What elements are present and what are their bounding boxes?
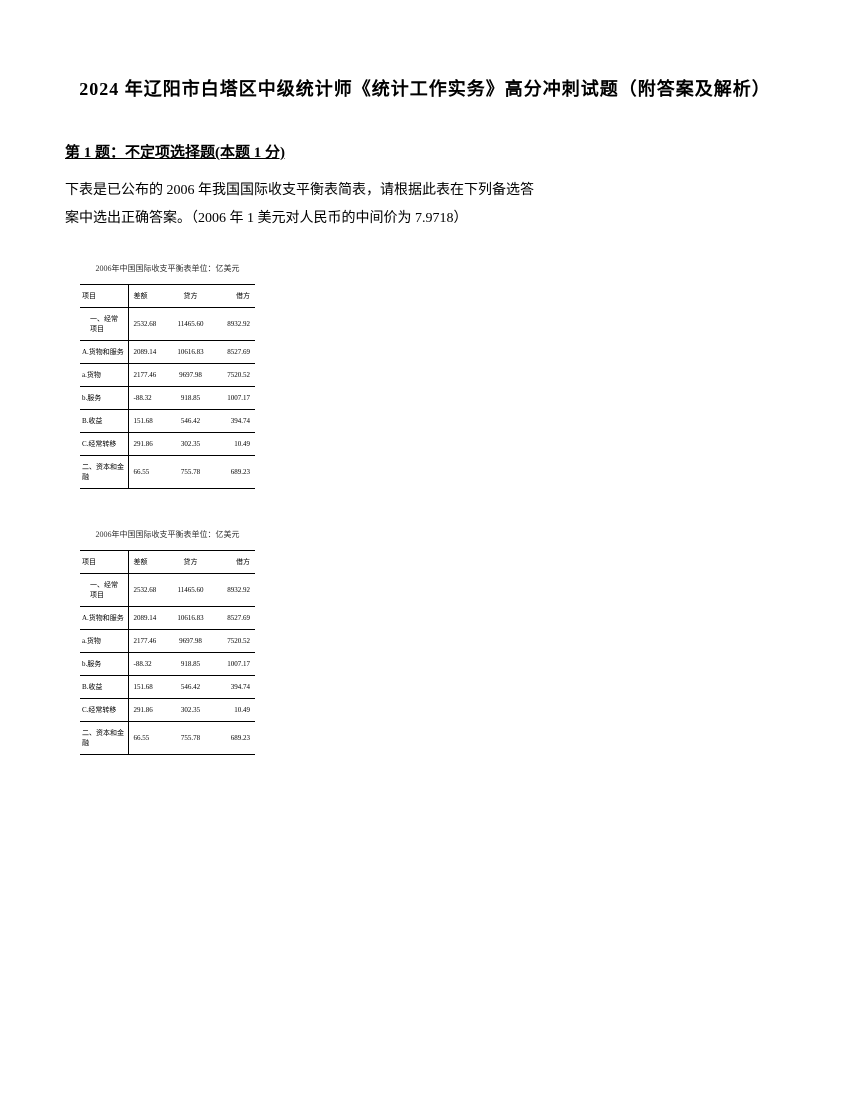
cell: 7520.52 <box>213 364 255 387</box>
cell: b.服务 <box>80 653 128 676</box>
header-cell: 差额 <box>128 551 168 574</box>
cell: 9697.98 <box>168 630 213 653</box>
table-caption-1: 2006年中国国际收支平衡表单位：亿美元 <box>80 263 255 274</box>
cell: 2089.14 <box>128 341 168 364</box>
cell: -88.32 <box>128 387 168 410</box>
header-cell: 贷方 <box>168 551 213 574</box>
cell: 10616.83 <box>168 341 213 364</box>
table-row: A.货物和服务 2089.14 10616.83 8527.69 <box>80 341 255 364</box>
cell: 一、经常项目 <box>80 308 128 341</box>
cell: 1007.17 <box>213 387 255 410</box>
table-header-row: 项目 差额 贷方 借方 <box>80 285 255 308</box>
cell: 9697.98 <box>168 364 213 387</box>
table-row: 一、经常项目 2532.68 11465.60 8932.92 <box>80 574 255 607</box>
balance-table-1: 2006年中国国际收支平衡表单位：亿美元 项目 差额 贷方 借方 一、经常项目 … <box>80 263 785 489</box>
cell: 291.86 <box>128 433 168 456</box>
cell: a.货物 <box>80 630 128 653</box>
table-row: B.收益 151.68 546.42 394.74 <box>80 410 255 433</box>
table-row: 一、经常项目 2532.68 11465.60 8932.92 <box>80 308 255 341</box>
cell: 8932.92 <box>213 308 255 341</box>
cell: 918.85 <box>168 387 213 410</box>
cell: 1007.17 <box>213 653 255 676</box>
cell: 66.55 <box>128 456 168 489</box>
cell: 151.68 <box>128 676 168 699</box>
table-row: B.收益 151.68 546.42 394.74 <box>80 676 255 699</box>
cell: 二、资本和金融 <box>80 722 128 755</box>
cell: 10.49 <box>213 699 255 722</box>
cell: 546.42 <box>168 410 213 433</box>
cell: 302.35 <box>168 699 213 722</box>
cell: C.经常转移 <box>80 433 128 456</box>
cell: 8527.69 <box>213 341 255 364</box>
cell: 151.68 <box>128 410 168 433</box>
cell: 2532.68 <box>128 574 168 607</box>
table-row: a.货物 2177.46 9697.98 7520.52 <box>80 364 255 387</box>
table-header-row: 项目 差额 贷方 借方 <box>80 551 255 574</box>
cell: 918.85 <box>168 653 213 676</box>
header-cell: 借方 <box>213 285 255 308</box>
cell: 689.23 <box>213 722 255 755</box>
cell: 2177.46 <box>128 630 168 653</box>
question-type: 不定项选择题(本题 1 分) <box>125 145 285 161</box>
cell: 291.86 <box>128 699 168 722</box>
table-row: a.货物 2177.46 9697.98 7520.52 <box>80 630 255 653</box>
cell: 394.74 <box>213 410 255 433</box>
cell: 302.35 <box>168 433 213 456</box>
question-line-1: 下表是已公布的 2006 年我国国际收支平衡表简表，请根据此表在下列备选答 <box>65 177 785 205</box>
question-line-2: 案中选出正确答案。（2006 年 1 美元对人民币的中间价为 7.9718） <box>65 205 785 233</box>
cell: B.收益 <box>80 676 128 699</box>
balance-table-rows-1: 项目 差额 贷方 借方 一、经常项目 2532.68 11465.60 8932… <box>80 284 255 489</box>
table-caption-2: 2006年中国国际收支平衡表单位：亿美元 <box>80 529 255 540</box>
cell: A.货物和服务 <box>80 607 128 630</box>
cell: 11465.60 <box>168 308 213 341</box>
cell: 7520.52 <box>213 630 255 653</box>
cell: 2532.68 <box>128 308 168 341</box>
cell: A.货物和服务 <box>80 341 128 364</box>
question-header: 第 1 题：不定项选择题(本题 1 分) <box>65 141 785 162</box>
cell: 一、经常项目 <box>80 574 128 607</box>
cell: 二、资本和金融 <box>80 456 128 489</box>
header-cell: 差额 <box>128 285 168 308</box>
cell: 394.74 <box>213 676 255 699</box>
cell: 8932.92 <box>213 574 255 607</box>
table-row: C.经常转移 291.86 302.35 10.49 <box>80 433 255 456</box>
cell: a.货物 <box>80 364 128 387</box>
cell: 66.55 <box>128 722 168 755</box>
header-cell: 项目 <box>80 551 128 574</box>
balance-table-rows-2: 项目 差额 贷方 借方 一、经常项目 2532.68 11465.60 8932… <box>80 550 255 755</box>
header-cell: 借方 <box>213 551 255 574</box>
cell: 755.78 <box>168 456 213 489</box>
header-cell: 贷方 <box>168 285 213 308</box>
table-row: b.服务 -88.32 918.85 1007.17 <box>80 653 255 676</box>
cell: C.经常转移 <box>80 699 128 722</box>
cell: 546.42 <box>168 676 213 699</box>
cell: 11465.60 <box>168 574 213 607</box>
table-row: A.货物和服务 2089.14 10616.83 8527.69 <box>80 607 255 630</box>
cell: 755.78 <box>168 722 213 755</box>
cell: 10.49 <box>213 433 255 456</box>
cell: B.收益 <box>80 410 128 433</box>
header-cell: 项目 <box>80 285 128 308</box>
table-row: b.服务 -88.32 918.85 1007.17 <box>80 387 255 410</box>
table-row: 二、资本和金融 66.55 755.78 689.23 <box>80 456 255 489</box>
cell: 2089.14 <box>128 607 168 630</box>
cell: 2177.46 <box>128 364 168 387</box>
cell: 8527.69 <box>213 607 255 630</box>
table-row: 二、资本和金融 66.55 755.78 689.23 <box>80 722 255 755</box>
question-body: 下表是已公布的 2006 年我国国际收支平衡表简表，请根据此表在下列备选答 案中… <box>65 177 785 233</box>
balance-table-2: 2006年中国国际收支平衡表单位：亿美元 项目 差额 贷方 借方 一、经常项目 … <box>80 529 785 755</box>
question-number: 第 1 题： <box>65 145 125 161</box>
cell: b.服务 <box>80 387 128 410</box>
cell: -88.32 <box>128 653 168 676</box>
cell: 10616.83 <box>168 607 213 630</box>
document-title: 2024 年辽阳市白塔区中级统计师《统计工作实务》高分冲刺试题（附答案及解析） <box>65 75 785 101</box>
table-row: C.经常转移 291.86 302.35 10.49 <box>80 699 255 722</box>
cell: 689.23 <box>213 456 255 489</box>
